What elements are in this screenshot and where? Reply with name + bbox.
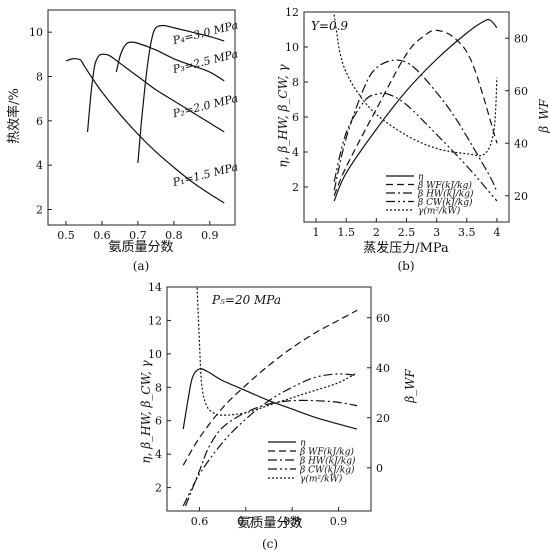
- y-tick-label: 6: [155, 415, 162, 428]
- legend-label: η: [418, 173, 424, 183]
- x-axis-label: 氨质量分数: [237, 516, 302, 531]
- x-tick-label: 2: [373, 226, 380, 239]
- series-line-b-3: [333, 92, 498, 202]
- x-tick-label: 0.8: [283, 515, 301, 528]
- series-line-a-3: [137, 24, 225, 163]
- legend-label: β WF(kJ/kg): [417, 180, 472, 191]
- x-tick-label: 1: [313, 226, 320, 239]
- y-tick-label: 12: [148, 314, 162, 327]
- x-tick-label: 0.6: [191, 515, 209, 528]
- y-axis-label: η, β_HW, β_CW, γ: [276, 64, 290, 168]
- series-line-a-0: [65, 58, 225, 204]
- series-line-a-1: [86, 53, 225, 133]
- y-tick-label: 2: [292, 181, 299, 194]
- y2-tick-label: 60: [514, 85, 528, 98]
- y-tick-label: 8: [36, 70, 43, 83]
- series-label: P₃=2.5 MPa: [170, 47, 239, 76]
- series-line-c-1: [182, 309, 358, 466]
- y-tick-label: 6: [36, 115, 43, 128]
- series-line-b-2: [333, 59, 498, 193]
- x-tick-label: 3.5: [458, 226, 476, 239]
- x-tick-label: 0.7: [129, 229, 147, 242]
- x-tick-label: 0.9: [201, 229, 219, 242]
- legend-label: γ(m²/kW): [300, 474, 343, 485]
- x-tick-label: 0.5: [57, 229, 75, 242]
- y-tick-label: 6: [292, 111, 299, 124]
- series-label: P₄=3.0 MPa: [170, 19, 239, 48]
- panel-c: η, β_HW, β_CW, γ β_WF 氨质量分数 (c) P₅=20 MP…: [139, 281, 417, 551]
- panel-a: 热效率/% 氨质量分数 (a) 0.5 0.6 0.7 0.8 0.9 2 4 6 8 10 P₄=…: [6, 9, 239, 273]
- x-tick-label: 0.9: [330, 515, 348, 528]
- panel-caption: (c): [262, 537, 278, 551]
- y-tick-label: 8: [155, 381, 162, 394]
- legend-label: β HW(kJ/kg): [417, 189, 474, 200]
- y2-tick-label: 40: [376, 362, 390, 375]
- series-line-b-1: [333, 29, 498, 196]
- y-axis-label: η, β_HW, β_CW, γ: [139, 360, 153, 464]
- y-tick-label: 2: [155, 482, 162, 495]
- plot-frame: [166, 286, 372, 512]
- x-tick-label: 2.5: [398, 226, 416, 239]
- legend-label: η: [300, 439, 306, 449]
- series-line-c-0: [182, 368, 358, 430]
- series-line-a-2: [115, 41, 225, 82]
- y2-axis-label: β_WF: [537, 99, 550, 134]
- x-tick-label: 0.7: [237, 515, 255, 528]
- x-axis-label: 蒸发压力/MPa: [363, 240, 449, 256]
- series-line-c-3: [182, 373, 358, 507]
- y-tick-label: 14: [148, 281, 162, 294]
- panel-caption: (a): [133, 259, 150, 273]
- panel-caption: (b): [397, 259, 414, 273]
- y2-tick-label: 20: [514, 190, 528, 203]
- series-label: P₂=2.0 MPa: [170, 92, 239, 121]
- legend-label: γ(m²/kW): [418, 206, 461, 217]
- plot-frame: [47, 9, 236, 226]
- series-line-c-4: [196, 287, 358, 416]
- y-tick-label: 8: [292, 76, 299, 89]
- y-tick-label: 4: [155, 448, 162, 461]
- y-tick-label: 10: [148, 348, 162, 361]
- x-axis-label: 氨质量分数: [108, 240, 173, 255]
- y-axis-label: 热效率/%: [6, 88, 22, 144]
- y-tick-label: 10: [285, 41, 299, 54]
- y2-tick-label: 80: [514, 32, 528, 45]
- x-tick-label: 1.5: [337, 226, 355, 239]
- x-tick-label: 4: [493, 226, 500, 239]
- series-line-b-4: [333, 14, 498, 157]
- y-tick-label: 4: [36, 159, 43, 172]
- panel-annotation: P₅=20 MPa: [211, 293, 281, 307]
- x-tick-label: 0.6: [93, 229, 111, 242]
- y-tick-label: 2: [36, 203, 43, 216]
- series-line-b-0: [333, 18, 498, 202]
- legend-label: β CW(kJ/kg): [417, 197, 473, 208]
- legend-label: β WF(kJ/kg): [299, 447, 354, 458]
- x-tick-label: 3: [433, 226, 440, 239]
- y2-tick-label: 20: [376, 412, 390, 425]
- y-tick-label: 4: [292, 146, 299, 159]
- legend-label: β CW(kJ/kg): [299, 465, 355, 476]
- y2-tick-label: 0: [376, 462, 383, 475]
- panel-annotation: Y=0.9: [311, 19, 348, 33]
- y2-axis-label: β_WF: [403, 369, 417, 404]
- legend-label: β HW(kJ/kg): [299, 456, 356, 467]
- y-tick-label: 10: [29, 26, 43, 39]
- x-tick-label: 0.8: [165, 229, 183, 242]
- panel-b: η, β_HW, β_CW, γ β_WF 蒸发压力/MPa (b) Y=0.9…: [276, 6, 550, 273]
- series-label: P₁=1.5 MPa: [170, 160, 239, 189]
- series-line-c-2: [184, 399, 358, 507]
- y2-tick-label: 60: [376, 312, 390, 325]
- y2-tick-label: 40: [514, 137, 528, 150]
- y-tick-label: 12: [285, 6, 299, 19]
